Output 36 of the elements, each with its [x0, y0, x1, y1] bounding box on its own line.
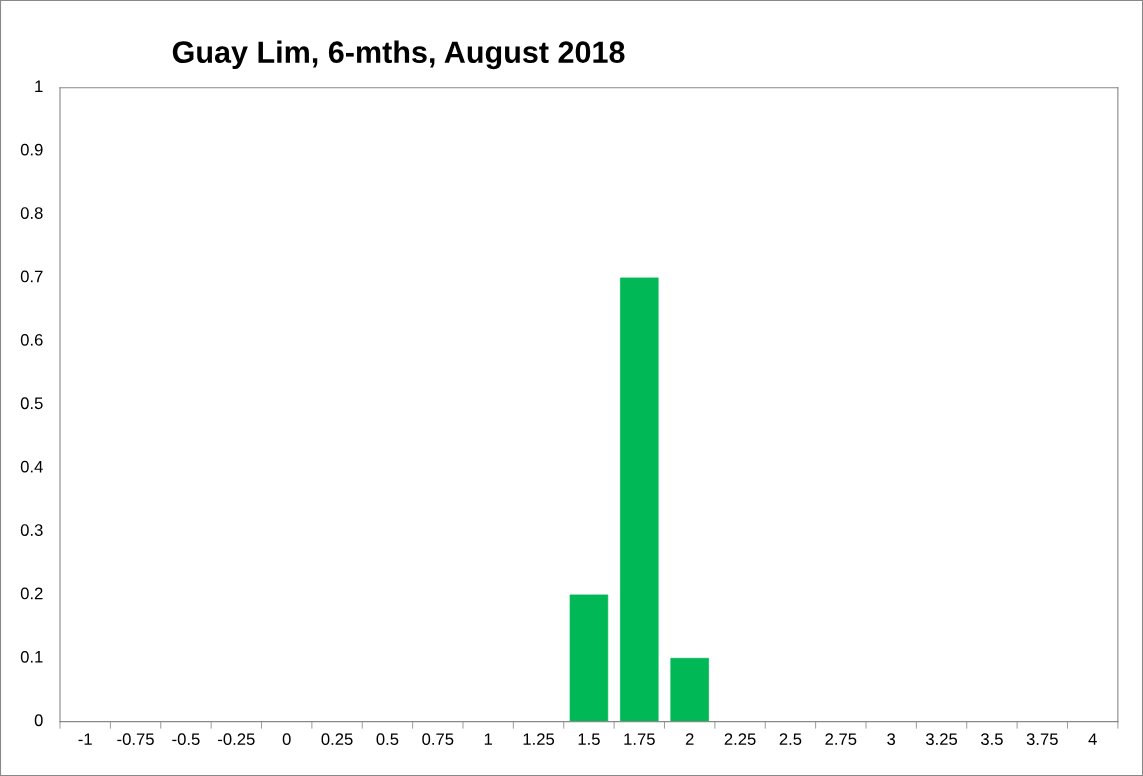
y-tick-label: 0.6 [20, 333, 43, 346]
x-tick-label: 1.25 [523, 733, 555, 746]
x-tick-label: 2 [685, 733, 694, 745]
x-tick-label: 2.75 [825, 733, 857, 746]
chart-title: Guay Lim, 6-mths, August 2018 [172, 40, 625, 70]
x-tick-label: 3.5 [980, 733, 1003, 746]
y-tick-label: 0.2 [20, 587, 43, 600]
y-tick-label: 0.5 [20, 397, 43, 410]
y-tick-label: 0.7 [20, 270, 43, 283]
y-tick-label: 0.9 [20, 143, 43, 156]
x-tick-label: 0 [282, 733, 291, 746]
x-tick-label: 0.75 [422, 733, 454, 746]
x-tick-label: -0.75 [117, 733, 154, 746]
x-tick-label: 1.5 [578, 733, 600, 746]
x-tick-label: 2.5 [779, 733, 802, 746]
x-tick-label: 3.75 [1026, 733, 1058, 746]
y-tick-label: 0.4 [20, 460, 43, 473]
bar [670, 657, 709, 722]
y-tick-label: 0 [34, 714, 43, 727]
bar [569, 594, 609, 722]
x-tick-label: -1 [78, 733, 92, 745]
x-tick-label: 1 [484, 733, 493, 745]
x-tick-label: 3 [887, 733, 896, 746]
x-tick-label: 1.75 [624, 733, 655, 746]
bar [620, 277, 659, 722]
y-tick-label: 1 [35, 80, 43, 92]
x-tick-label: 2.25 [724, 733, 756, 746]
x-tick-label: 0.5 [376, 733, 399, 746]
x-tick-label: 4 [1088, 733, 1097, 745]
y-tick-label: 0.3 [20, 524, 43, 536]
x-tick-label: 3.25 [925, 733, 958, 746]
y-tick-label: 0.1 [20, 650, 43, 663]
x-tick-label: -0.5 [172, 733, 200, 746]
y-tick-label: 0.8 [20, 207, 43, 219]
x-tick-label: 0.25 [321, 733, 353, 746]
x-tick-label: -0.25 [218, 733, 255, 746]
